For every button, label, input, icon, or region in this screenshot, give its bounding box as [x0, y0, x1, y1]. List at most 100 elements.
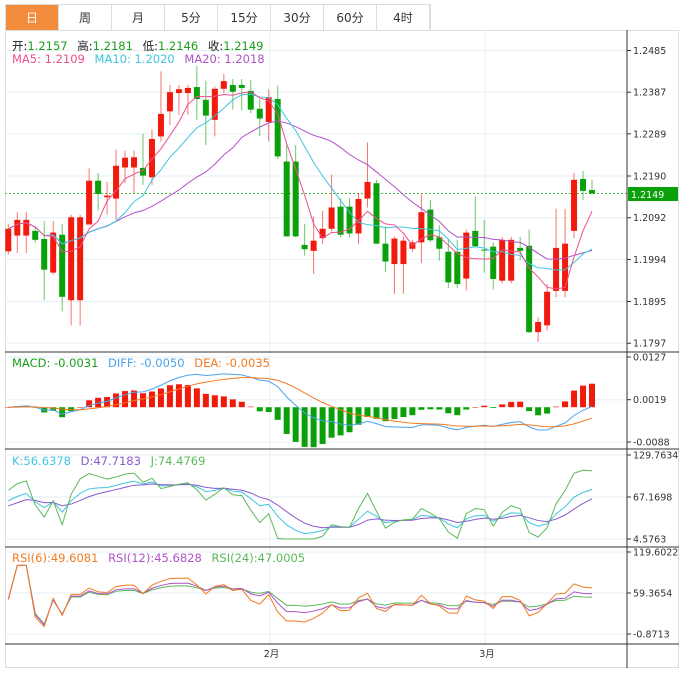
candle-body — [517, 247, 524, 251]
candle-body — [23, 219, 30, 236]
candle-body — [68, 217, 75, 301]
macd-bar — [562, 401, 569, 408]
candle-body — [535, 321, 542, 333]
tab-4[interactable]: 15分 — [218, 5, 271, 31]
macd-bar — [292, 407, 299, 442]
macd-bar — [553, 406, 560, 408]
candle-body — [319, 228, 326, 239]
macd-bar — [5, 407, 12, 408]
candle-body — [580, 178, 587, 191]
tab-3[interactable]: 5分 — [165, 5, 218, 31]
candle-body — [113, 165, 120, 199]
tab-0[interactable]: 日 — [6, 5, 59, 31]
price-tick-label: 1.2190 — [633, 172, 666, 183]
macd-bar — [247, 406, 254, 408]
candle-body — [328, 207, 335, 229]
candle-body — [283, 161, 290, 237]
candle-body — [140, 167, 146, 176]
j-value: J:74.4769 — [150, 454, 206, 468]
macd-bar — [382, 407, 389, 422]
macd-bar — [86, 400, 93, 408]
candle-body — [472, 230, 479, 247]
kdj-tick-label: 129.7634 — [633, 451, 678, 462]
macd-bar — [589, 383, 595, 408]
candle-body — [445, 251, 452, 283]
macd-bar — [517, 401, 524, 408]
tab-7[interactable]: 4时 — [377, 5, 430, 31]
candle-body — [553, 247, 560, 291]
macd-bar — [193, 388, 200, 408]
macd-bar — [454, 407, 461, 416]
macd-bar — [166, 385, 173, 408]
macd-bar — [77, 407, 84, 408]
marks — [5, 65, 595, 628]
candle-body — [86, 180, 93, 225]
candle-body — [5, 228, 12, 252]
d-line — [8, 483, 593, 529]
macd-bar — [526, 407, 533, 412]
ma5-value: MA5: 1.2109 — [12, 52, 85, 66]
macd-bar — [175, 384, 182, 408]
ma-legend: MA5: 1.2109 MA10: 1.2020 MA20: 1.2018 — [12, 52, 271, 66]
macd-bar — [472, 407, 479, 408]
macd-bar — [499, 404, 506, 408]
candle-body — [229, 84, 236, 92]
macd-bar — [113, 393, 120, 408]
candle-body — [481, 249, 488, 251]
macd-bar — [427, 407, 434, 410]
tab-5[interactable]: 30分 — [271, 5, 324, 31]
rsi24-value: RSI(24):47.0005 — [211, 551, 306, 565]
candle-body — [184, 87, 191, 94]
macd-bar — [301, 407, 308, 447]
candle-body — [454, 251, 461, 285]
macd-bar — [131, 390, 138, 408]
candle-body — [265, 97, 272, 122]
k-line — [8, 480, 593, 535]
kdj-legend: K:56.6378 D:47.7183 J:74.4769 — [12, 454, 211, 468]
rsi-tick-label: -0.8713 — [633, 630, 670, 641]
macd-bar — [59, 407, 66, 418]
macd-bar — [140, 393, 146, 408]
macd-bar — [211, 395, 218, 408]
candle-body — [499, 239, 506, 281]
ma5-line — [8, 91, 593, 290]
candle-body — [274, 98, 281, 157]
candle-body — [238, 84, 245, 88]
macd-bar — [571, 390, 578, 408]
price-tick-label: 1.1994 — [633, 255, 666, 266]
macd-bar — [229, 399, 236, 408]
rsi6-line — [7, 564, 593, 628]
candle-body — [292, 161, 299, 237]
macd-bar — [400, 407, 407, 418]
tab-1[interactable]: 周 — [59, 5, 112, 31]
candle-body — [104, 195, 111, 198]
candle-body — [490, 246, 497, 279]
diff-value: DIFF: -0.0050 — [108, 356, 185, 370]
rsi-tick-label: 59.3654 — [633, 589, 672, 600]
candle-body — [157, 113, 164, 137]
candle-body — [427, 209, 434, 241]
price-tick-label: 1.2387 — [633, 88, 666, 99]
kdj-tick-label: 4.5763 — [633, 535, 666, 546]
candle-body — [400, 240, 407, 265]
candle-body — [310, 240, 317, 251]
candle-body — [337, 206, 344, 235]
macd-tick-label: 0.0019 — [633, 395, 666, 406]
candle-body — [463, 232, 470, 279]
candle-body — [346, 206, 353, 234]
macd-bar — [265, 407, 272, 413]
candle-body — [247, 90, 254, 110]
tab-6[interactable]: 60分 — [324, 5, 377, 31]
tab-2[interactable]: 月 — [112, 5, 165, 31]
candle-body — [175, 89, 182, 94]
ma10-line — [8, 93, 593, 271]
kdj-tick-label: 67.1698 — [633, 493, 672, 504]
macd-bar — [274, 407, 281, 420]
macd-bar — [580, 385, 587, 408]
current-price-label: 1.2149 — [631, 190, 664, 201]
candle-body — [32, 230, 39, 240]
macd-bar — [481, 405, 488, 408]
rsi12-value: RSI(12):45.6828 — [108, 551, 202, 565]
candle-body — [544, 291, 551, 326]
